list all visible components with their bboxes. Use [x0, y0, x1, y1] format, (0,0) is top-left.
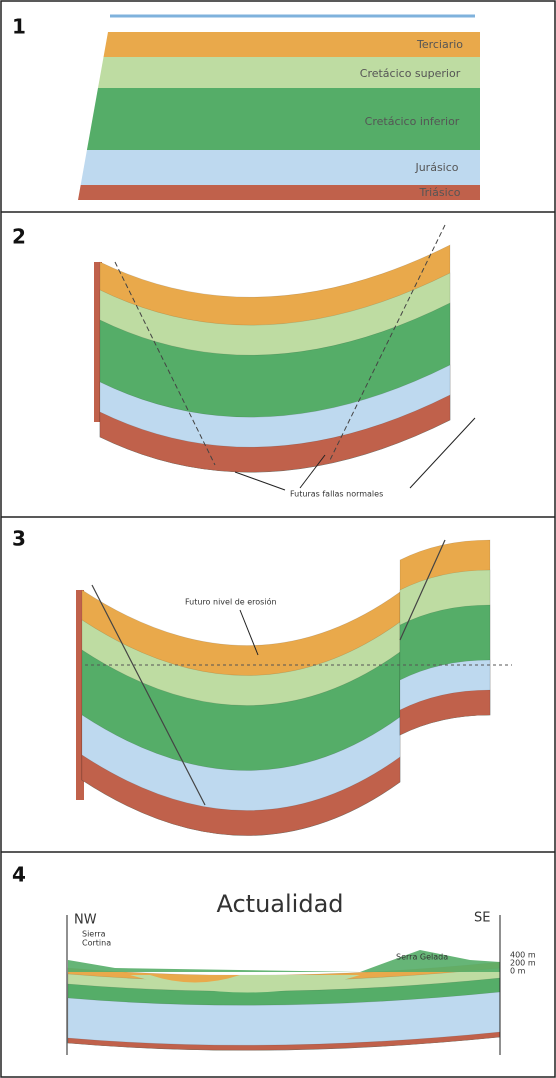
labels: Terciario Cretácico superior Cretácico i… — [74, 38, 536, 976]
layer-label: Cretácico superior — [360, 67, 461, 80]
layer — [80, 150, 480, 185]
pointer — [409, 417, 476, 489]
surface — [68, 950, 500, 972]
fault — [329, 224, 446, 461]
place-label: Sierra — [82, 930, 106, 939]
pointer — [234, 471, 286, 491]
panel-number: 4 — [12, 863, 26, 887]
pointer — [239, 609, 259, 656]
scale-label: 200 m — [510, 959, 536, 968]
place-label: Cortina — [82, 939, 111, 948]
layer-label: Triásico — [419, 186, 461, 199]
layer — [399, 689, 491, 736]
panel-title: Actualidad — [216, 890, 343, 918]
annotation: Futuras fallas normales — [290, 490, 383, 499]
direction-label: NW — [74, 913, 97, 928]
fault — [114, 261, 216, 466]
layer — [99, 394, 451, 473]
panel-number: 2 — [12, 225, 26, 249]
layer — [86, 88, 480, 150]
panel-number: 1 — [12, 15, 26, 39]
layer-label: Terciario — [416, 38, 463, 51]
pointer — [299, 454, 326, 489]
core — [150, 975, 240, 983]
layer-label: Jurásico — [414, 161, 458, 174]
layer-label: Cretácico inferior — [365, 115, 460, 128]
wall — [94, 262, 102, 422]
annotation: Futuro nivel de erosión — [185, 597, 277, 607]
fault — [399, 539, 446, 641]
wall — [76, 590, 84, 800]
layer — [78, 185, 480, 200]
fault — [91, 584, 206, 806]
shapes — [66, 14, 512, 1055]
panel-number: 3 — [12, 527, 26, 551]
scale-label: 400 m — [510, 951, 536, 960]
layer — [103, 32, 481, 57]
place-label: Serra Gelada — [396, 953, 448, 962]
direction-label: SE — [474, 911, 490, 926]
layer — [81, 754, 401, 836]
layer — [98, 57, 480, 88]
scale-label: 0 m — [510, 967, 526, 976]
